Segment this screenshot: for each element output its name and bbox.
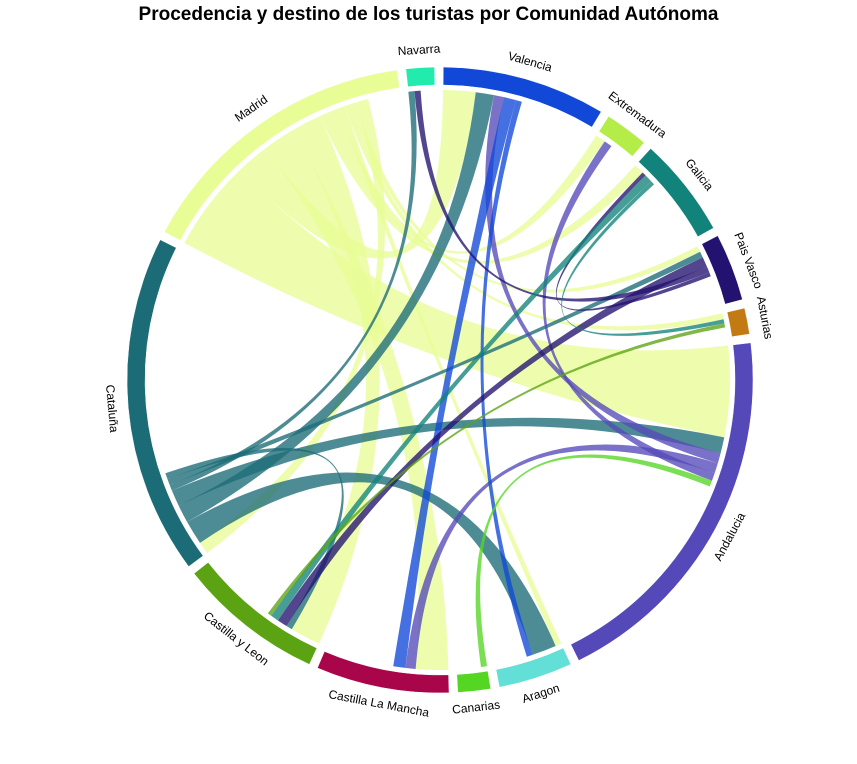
- ribbon-andalucia-to-castilla-la-mancha: [405, 444, 718, 669]
- sector-label-canarias: Canarias: [451, 698, 500, 717]
- ribbon-pais-vasco-to-navarra: [414, 90, 710, 302]
- sector-aragon: [495, 647, 572, 688]
- ribbon-madrid-to-castilla-la-mancha: [265, 130, 449, 670]
- sector-label-aragon: Aragon: [520, 681, 561, 706]
- sector-layer: [126, 66, 754, 694]
- sector-label-navarra: Navarra: [397, 41, 441, 58]
- sector-valencia: [442, 66, 602, 128]
- sector-galicia: [638, 148, 714, 238]
- ribbon-madrid-to-extremadura: [329, 108, 605, 254]
- chart-title: Procedencia y destino de los turistas po…: [138, 4, 719, 25]
- ribbon-madrid-to-andalucia: [184, 169, 731, 438]
- sector-label-galicia: Galicia: [682, 156, 716, 194]
- sector-canarias: [456, 670, 492, 693]
- ribbon-madrid-to-aragon: [338, 106, 562, 646]
- sector-label-madrid: Madrid: [232, 92, 270, 124]
- ribbon-valencia-to-aragon: [480, 100, 533, 657]
- sector-navarra: [405, 66, 436, 88]
- ribbon-cataluna-to-aragon: [187, 472, 556, 655]
- sector-asturias: [726, 307, 750, 338]
- ribbon-layer: [165, 90, 731, 670]
- sector-andalucia: [570, 342, 754, 661]
- sector-madrid: [163, 69, 400, 241]
- sector-castilla-y-leon: [193, 562, 318, 665]
- ribbon-valencia-to-castilla-la-mancha: [393, 97, 516, 668]
- sector-castilla-la-mancha: [317, 651, 450, 694]
- sector-label-cataluna: Cataluña: [103, 384, 121, 433]
- sector-extremadura: [598, 115, 645, 157]
- sector-pais-vasco: [701, 235, 743, 305]
- ribbon-canarias-to-andalucia: [475, 454, 712, 668]
- sector-label-valencia: Valencia: [506, 49, 554, 75]
- ribbon-madrid-to-valencia: [240, 90, 476, 259]
- sector-label-asturias: Asturias: [754, 295, 776, 340]
- ribbon-cataluna-to-andalucia: [171, 417, 725, 506]
